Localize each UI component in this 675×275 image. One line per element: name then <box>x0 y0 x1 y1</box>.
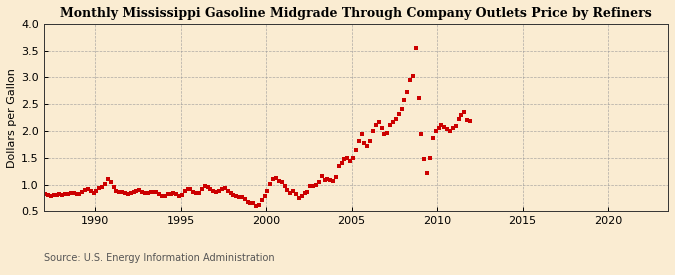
Y-axis label: Dollars per Gallon: Dollars per Gallon <box>7 68 17 168</box>
Text: Source: U.S. Energy Information Administration: Source: U.S. Energy Information Administ… <box>44 253 274 263</box>
Title: Monthly Mississippi Gasoline Midgrade Through Company Outlets Price by Refiners: Monthly Mississippi Gasoline Midgrade Th… <box>60 7 652 20</box>
